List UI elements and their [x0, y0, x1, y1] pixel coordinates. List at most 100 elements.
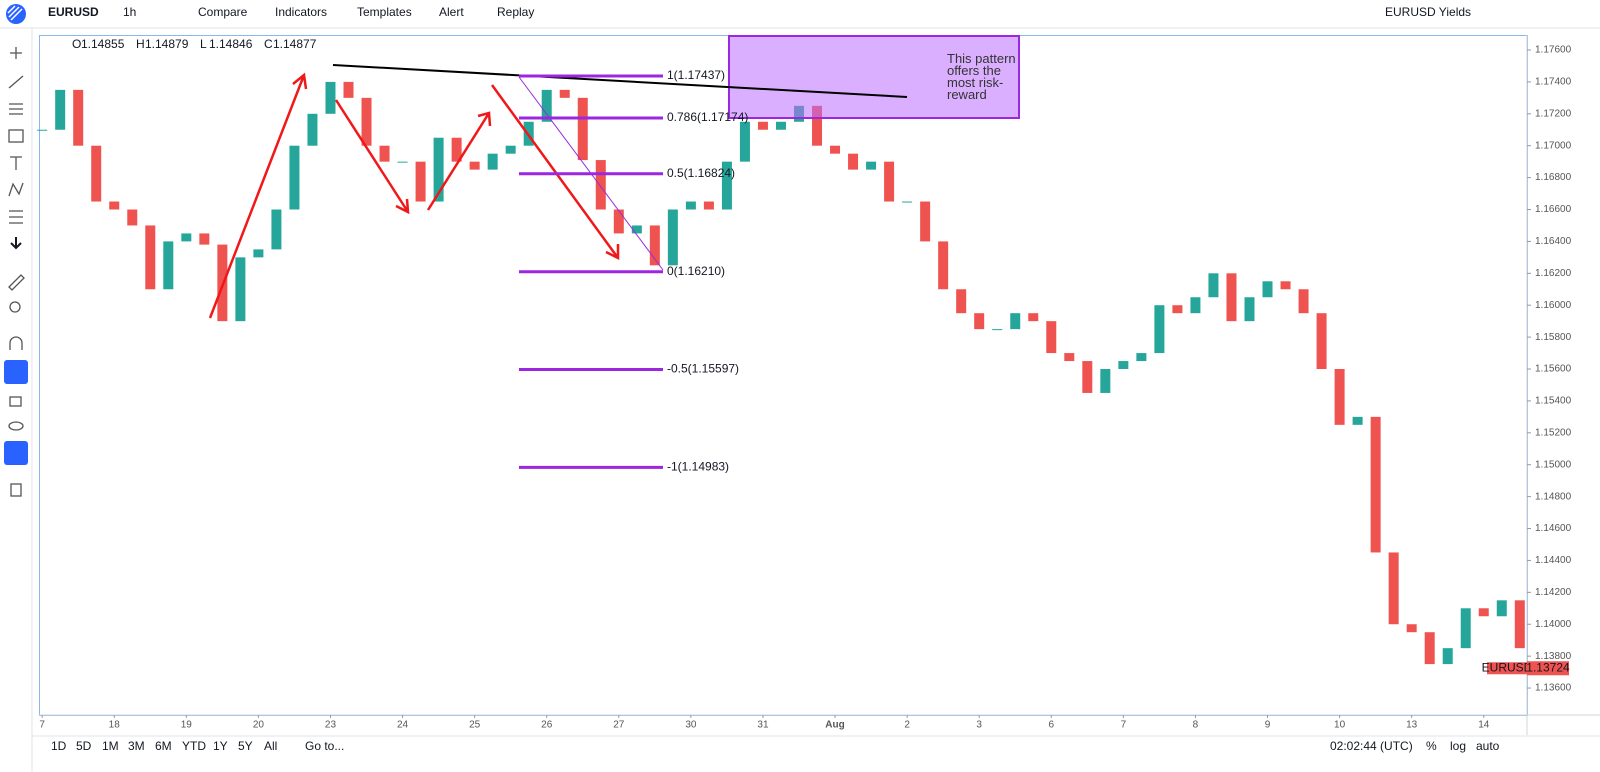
candle — [307, 113, 318, 146]
candle — [1406, 624, 1417, 633]
toolbar-button[interactable]: Alert — [439, 5, 464, 19]
candle — [361, 97, 372, 146]
legend-key: O — [72, 37, 81, 51]
candle — [55, 89, 66, 130]
candle — [1460, 608, 1471, 649]
x-tick-label: 7 — [39, 720, 45, 731]
fib-label: 1(1.17437) — [667, 68, 725, 82]
range-button[interactable]: All — [264, 739, 277, 753]
x-tick-label: 8 — [1193, 720, 1199, 731]
candle — [343, 81, 354, 98]
candle — [595, 160, 606, 210]
fib-label: -1(1.14983) — [667, 460, 729, 474]
candle — [1370, 416, 1381, 553]
legend-value: 1.14855 — [81, 37, 125, 51]
fib-tool[interactable] — [9, 103, 23, 115]
candle — [775, 121, 786, 130]
y-tick-label: 1.14000 — [1535, 619, 1572, 630]
y-tick-label: 1.14400 — [1535, 555, 1572, 566]
candle — [559, 89, 570, 98]
candle — [577, 97, 588, 161]
y-tick-label: 1.15600 — [1535, 364, 1572, 375]
axis-option[interactable]: auto — [1476, 739, 1500, 753]
hide-tool[interactable] — [8, 421, 24, 431]
range-button[interactable]: 1D — [51, 739, 67, 753]
range-button[interactable]: 1Y — [213, 739, 228, 753]
range-button[interactable]: YTD — [182, 739, 206, 753]
toolbar-button[interactable]: Templates — [357, 5, 412, 19]
candle — [1496, 600, 1507, 617]
y-tick-label: 1.16800 — [1535, 172, 1572, 183]
toolbar-button[interactable]: Compare — [198, 5, 248, 19]
fib-label: -0.5(1.15597) — [667, 362, 739, 376]
candle — [739, 121, 750, 162]
trend-line[interactable] — [332, 64, 908, 98]
symbol[interactable]: EURUSD — [48, 5, 99, 19]
range-button[interactable]: 6M — [155, 739, 172, 753]
magnet-tool[interactable] — [9, 336, 23, 350]
last-price-bg — [1527, 661, 1569, 676]
x-tick-label: 23 — [325, 720, 337, 731]
lock-tool[interactable] — [9, 396, 22, 407]
candle — [1190, 297, 1201, 314]
trash-tool[interactable] — [10, 483, 22, 497]
candle — [37, 129, 48, 131]
legend-value: 1.14879 — [145, 37, 189, 51]
candle — [667, 209, 678, 266]
candle — [1064, 353, 1075, 362]
pattern-tool[interactable] — [8, 182, 24, 197]
candle — [325, 81, 336, 114]
layout-name[interactable]: EURUSD Yields — [1385, 5, 1471, 19]
highlight-box[interactable] — [728, 35, 1020, 119]
arrow-tool[interactable] — [10, 237, 22, 250]
x-tick-label: 10 — [1334, 720, 1346, 731]
x-tick-label: 7 — [1121, 720, 1127, 731]
y-tick-label: 1.17200 — [1535, 108, 1572, 119]
ruler-tool[interactable] — [8, 274, 25, 291]
shape-tool[interactable] — [8, 129, 24, 143]
x-tick-label: 26 — [541, 720, 553, 731]
candle — [1316, 313, 1327, 370]
candle — [1244, 297, 1255, 322]
y-tick-label: 1.14600 — [1535, 523, 1572, 534]
x-tick-label: 14 — [1478, 720, 1490, 731]
toolbar-button[interactable]: Replay — [497, 5, 534, 19]
prediction-tool[interactable] — [9, 210, 23, 224]
range-button[interactable]: 5Y — [238, 739, 253, 753]
text-tool[interactable] — [10, 156, 22, 170]
range-button[interactable]: 1M — [102, 739, 119, 753]
zoom-tool[interactable] — [9, 301, 21, 313]
candle — [451, 137, 462, 162]
candle — [757, 121, 768, 130]
interval[interactable]: 1h — [123, 5, 136, 19]
range-button[interactable]: 3M — [128, 739, 145, 753]
sync-tool[interactable] — [4, 441, 28, 465]
x-tick-label: 31 — [757, 720, 769, 731]
x-tick-label: 18 — [109, 720, 121, 731]
candle — [379, 145, 390, 162]
candle — [109, 201, 120, 210]
candle — [163, 241, 174, 290]
red-arrows[interactable] — [208, 72, 620, 319]
draw-mode[interactable] — [4, 360, 28, 384]
candle — [685, 201, 696, 210]
candle — [1352, 416, 1363, 425]
candle — [1334, 369, 1345, 425]
candle — [1136, 353, 1147, 362]
range-button[interactable]: 5D — [76, 739, 92, 753]
line-tool[interactable] — [8, 75, 24, 89]
y-tick-label: 1.16200 — [1535, 268, 1572, 279]
axis-option[interactable]: % — [1426, 739, 1437, 753]
candle — [1172, 305, 1183, 314]
candle — [487, 153, 498, 170]
legend-key: L — [200, 37, 207, 51]
candle — [235, 257, 246, 322]
goto[interactable]: Go to... — [305, 739, 344, 753]
axis-option[interactable]: log — [1450, 739, 1466, 753]
candle — [127, 209, 138, 226]
y-tick-label: 1.16000 — [1535, 300, 1572, 311]
candle — [1028, 313, 1039, 322]
cross-tool[interactable] — [10, 47, 22, 59]
toolbar-button[interactable]: Indicators — [275, 5, 327, 19]
